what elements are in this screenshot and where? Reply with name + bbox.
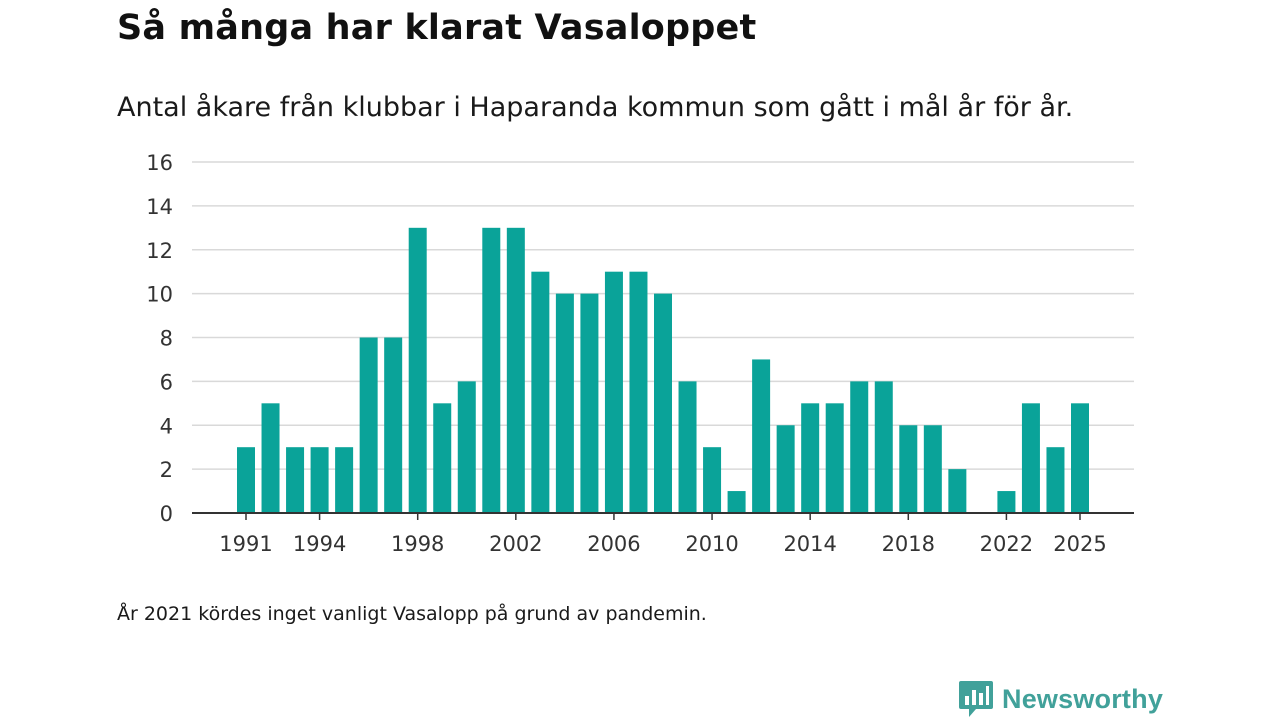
- bar-1997: [384, 337, 403, 513]
- bar-1999: [433, 403, 452, 513]
- bar-2013: [776, 425, 795, 513]
- bar-2019: [923, 425, 942, 513]
- bar-1992: [261, 403, 280, 513]
- x-axis-labels: 1991 1994 1998 2002 2006 2010 2014 2018 2022 2025: [219, 532, 1106, 556]
- bar-2022: [997, 491, 1016, 513]
- bar-2012: [752, 359, 771, 513]
- bar-1993: [286, 447, 305, 513]
- bar-2010: [703, 447, 722, 513]
- chart-title: Så många har klarat Vasaloppet: [117, 8, 757, 48]
- bar-2007: [629, 271, 648, 513]
- bar-1991: [237, 447, 255, 513]
- y-tick-label: 16: [146, 151, 173, 175]
- bar-2005: [580, 293, 599, 513]
- bar-1998: [408, 227, 427, 513]
- bar-2011: [727, 491, 746, 513]
- y-tick-label: 8: [160, 327, 173, 351]
- x-tick-label: 2010: [685, 532, 738, 556]
- footnote: År 2021 kördes inget vanligt Vasalopp på…: [117, 603, 707, 625]
- chart-subtitle: Antal åkare från klubbar i Haparanda kom…: [117, 92, 1074, 123]
- y-tick-label: 2: [160, 458, 173, 482]
- bar-2000: [457, 381, 476, 513]
- bar-2003: [531, 271, 550, 513]
- y-tick-label: 12: [146, 239, 173, 263]
- bar-2023: [1021, 403, 1040, 513]
- bar-2004: [555, 293, 574, 513]
- x-tick-label: 2006: [587, 532, 640, 556]
- bar-2018: [899, 425, 918, 513]
- bar-1995: [335, 447, 354, 513]
- newsworthy-logo: Newsworthy: [958, 678, 1163, 720]
- bar-2008: [654, 293, 672, 513]
- x-tick-label: 2022: [980, 532, 1033, 556]
- x-tick-label: 1994: [293, 532, 346, 556]
- x-axis: [192, 512, 1134, 520]
- x-tick-label: 2018: [882, 532, 935, 556]
- bar-1994: [310, 447, 329, 513]
- newsworthy-logo-icon: [959, 681, 993, 717]
- bar-2024: [1046, 447, 1065, 513]
- bar-2016: [850, 381, 869, 513]
- bar-2025: [1071, 403, 1089, 513]
- y-axis-labels: 0 2 4 6 8 10 12 14 16: [146, 151, 173, 526]
- bars: [237, 227, 1089, 513]
- bar-2014: [801, 403, 820, 513]
- x-tick-label: 2014: [783, 532, 836, 556]
- y-tick-label: 6: [160, 370, 173, 394]
- y-tick-label: 0: [160, 502, 173, 526]
- x-tick-label: 2002: [489, 532, 542, 556]
- bar-2006: [604, 271, 623, 513]
- bar-1996: [359, 337, 378, 513]
- brand-name: Newsworthy: [1002, 683, 1164, 714]
- bar-2017: [874, 381, 893, 513]
- y-tick-label: 10: [146, 283, 173, 307]
- y-tick-label: 14: [146, 195, 173, 219]
- bar-2001: [482, 227, 501, 513]
- x-tick-label: 2025: [1053, 532, 1106, 556]
- x-tick-label: 1998: [391, 532, 444, 556]
- bar-2015: [825, 403, 844, 513]
- x-tick-label: 1991: [219, 532, 272, 556]
- bar-2002: [506, 227, 525, 513]
- y-tick-label: 4: [160, 414, 173, 438]
- bar-2020: [948, 469, 967, 513]
- bar-2009: [678, 381, 697, 513]
